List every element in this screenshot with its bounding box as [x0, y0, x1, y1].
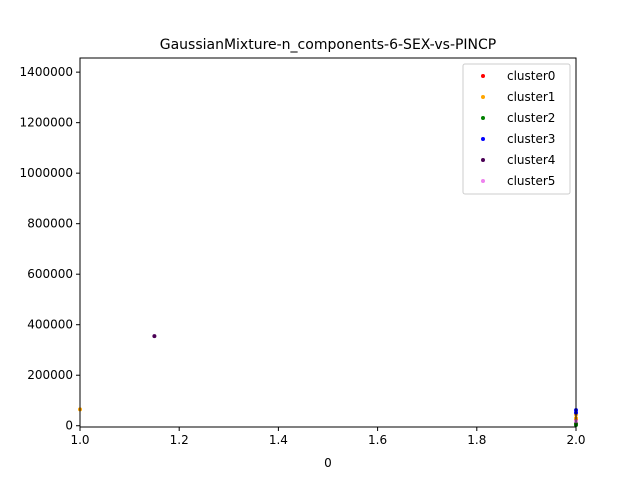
legend-label: cluster3 [507, 132, 555, 146]
y-tick-label: 1000000 [20, 166, 73, 180]
chart-title: GaussianMixture-n_components-6-SEX-vs-PI… [160, 37, 497, 53]
x-tick-label: 2.0 [566, 433, 585, 447]
legend-marker [481, 95, 485, 99]
y-tick-label: 600000 [27, 267, 73, 281]
plot-area: 1.0 1.2 1.4 1.6 1.8 2.0 0 200000 400000 600000 800… [20, 57, 586, 447]
legend-label: cluster1 [507, 90, 555, 104]
x-tick-label: 1.0 [70, 433, 89, 447]
legend-label: cluster4 [507, 153, 555, 167]
legend: cluster0 cluster1 cluster2 cluster3 cluster4… [462, 63, 571, 195]
y-tick-label: 400000 [27, 318, 73, 332]
legend-label: cluster0 [507, 69, 555, 83]
legend-entry-cluster1: cluster1 [481, 90, 555, 104]
plot-frame [79, 57, 577, 428]
y-axis: 0 200000 400000 600000 800000 1000000 1200000 1… [20, 65, 80, 433]
y-tick-label: 1200000 [20, 116, 73, 130]
legend-entry-cluster2: cluster2 [481, 111, 555, 125]
x-tick-label: 1.8 [467, 433, 486, 447]
series-cluster4 [152, 334, 157, 339]
x-tick-label: 1.2 [170, 433, 189, 447]
legend-box [462, 63, 571, 195]
y-tick-label: 200000 [27, 368, 73, 382]
legend-marker [481, 74, 485, 78]
x-tick-label: 1.4 [269, 433, 288, 447]
legend-marker [481, 116, 485, 120]
legend-entry-cluster3: cluster3 [481, 132, 555, 146]
legend-marker [481, 158, 485, 162]
legend-marker [481, 179, 485, 183]
legend-label: cluster5 [507, 174, 555, 188]
x-tick-label: 1.6 [368, 433, 387, 447]
legend-entry-cluster4: cluster4 [481, 153, 555, 167]
legend-marker [481, 137, 485, 141]
y-tick-label: 800000 [27, 217, 73, 231]
legend-entry-cluster5: cluster5 [481, 174, 555, 188]
y-tick-label: 0 [65, 419, 73, 433]
y-tick-label: 1400000 [20, 65, 73, 79]
x-axis: 1.0 1.2 1.4 1.6 1.8 2.0 [70, 427, 586, 447]
x-axis-label: 0 [324, 456, 332, 470]
point-cluster4-0 [152, 334, 157, 339]
legend-entry-cluster0: cluster0 [481, 69, 555, 83]
legend-label: cluster2 [507, 111, 555, 125]
